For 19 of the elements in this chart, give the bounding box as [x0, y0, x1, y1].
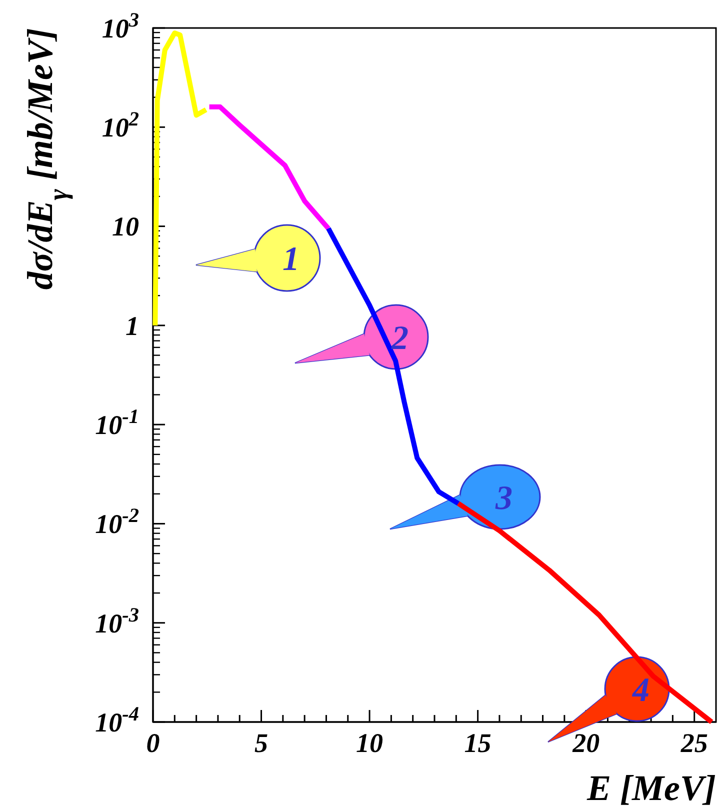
- x-tick-label: 15: [464, 728, 492, 758]
- y-tick-label: 10: [112, 212, 140, 242]
- x-tick-label: 10: [356, 728, 384, 758]
- x-tick-label: 25: [680, 728, 708, 758]
- y-tick-label: 10$^{-1}$: [95, 406, 139, 440]
- y-tick-label: 10$^{3}$: [102, 9, 139, 44]
- y-tick-label: 10$^{-2}$: [95, 505, 139, 540]
- annotation: 2: [390, 320, 408, 357]
- y-tick-label: 10$^{-3}$: [95, 604, 139, 638]
- annotation: 4: [632, 672, 650, 709]
- y-tick-label: 10$^{2}$: [102, 108, 139, 143]
- y-tick-label: 1: [126, 310, 139, 341]
- x-tick-label: 5: [254, 728, 268, 758]
- annotation: 3: [494, 480, 512, 517]
- x-axis-title: E [MeV]: [586, 768, 716, 808]
- annotation: 1: [282, 241, 300, 278]
- x-tick-label: 20: [572, 728, 600, 758]
- y-tick-label: 10$^{-4}$: [95, 703, 139, 738]
- x-tick-label: 0: [146, 728, 160, 758]
